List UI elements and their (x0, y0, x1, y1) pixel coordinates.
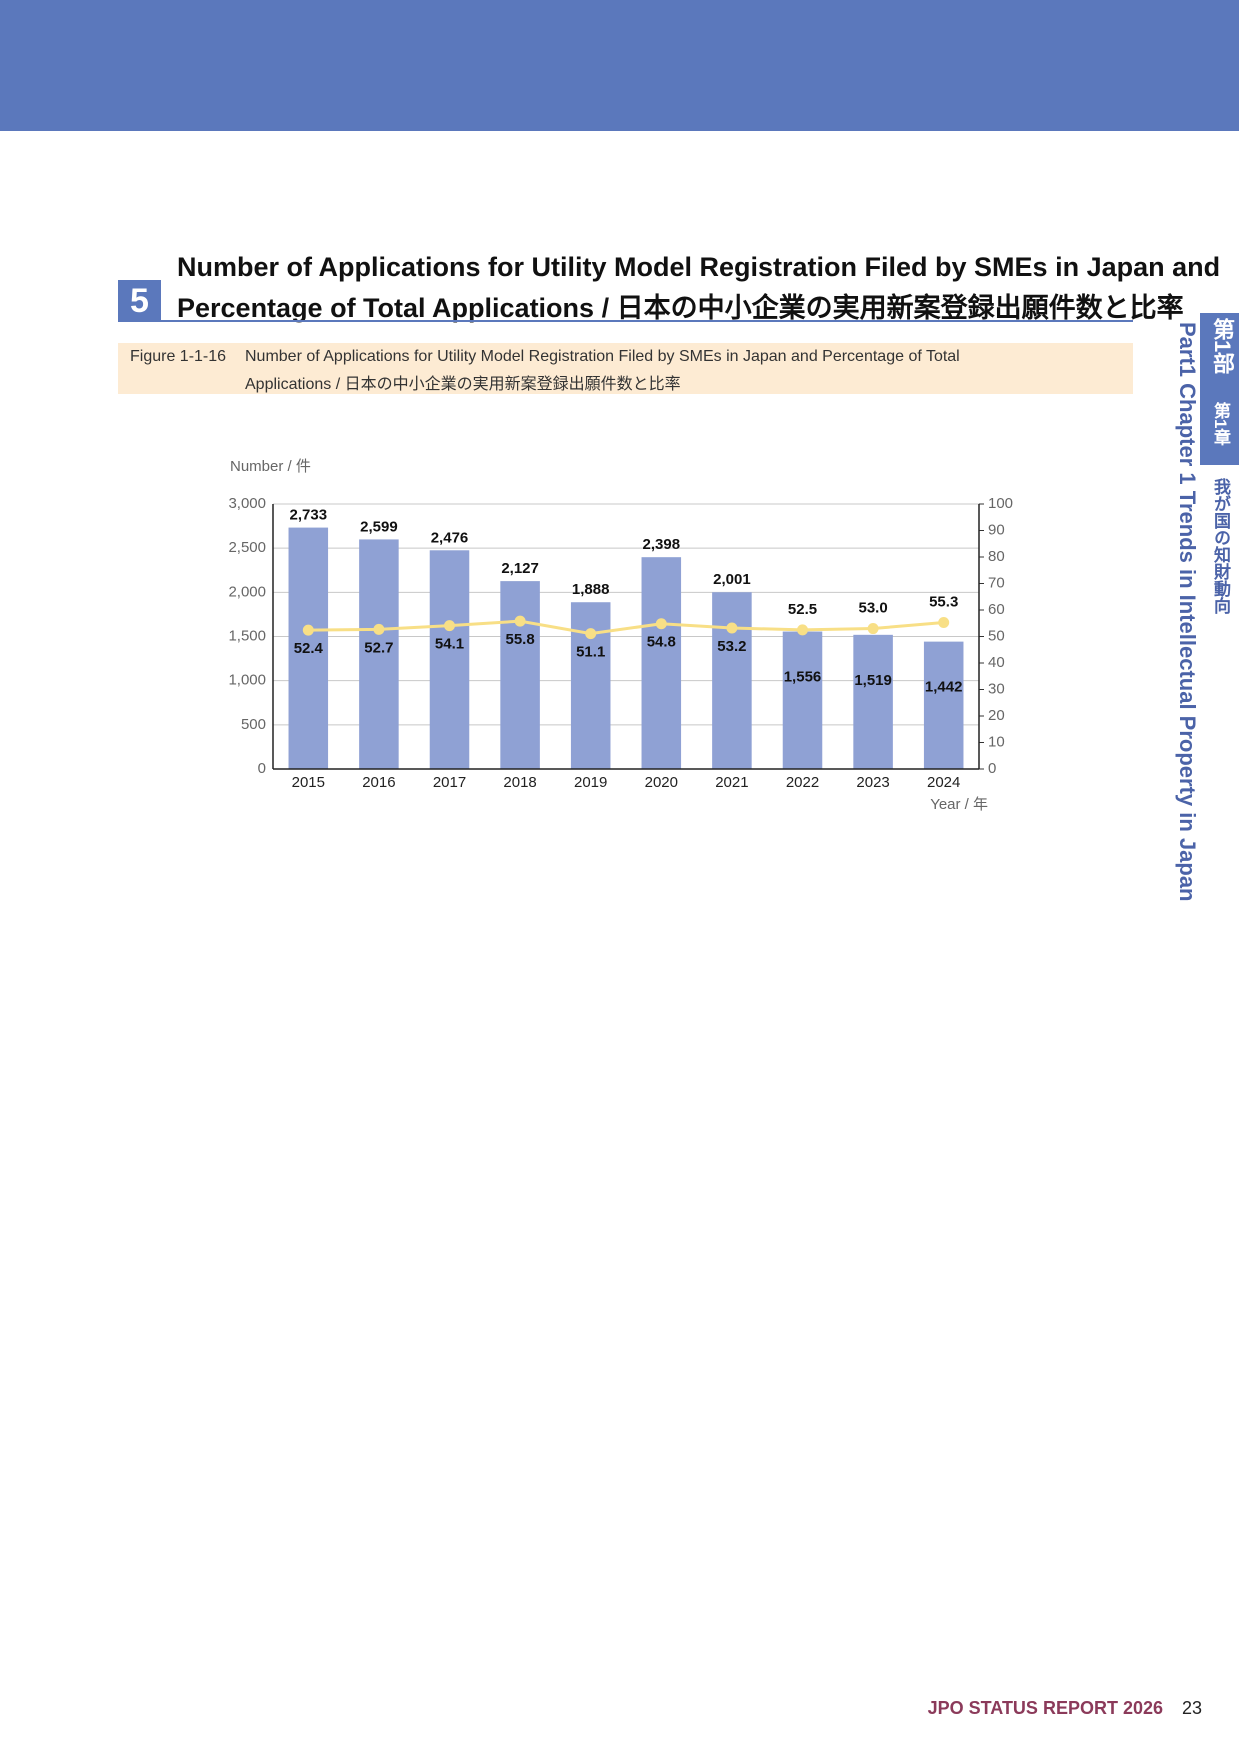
line-point (515, 616, 526, 627)
x-tick-label: 2016 (362, 774, 395, 791)
chart: Number / 件 Year / 年 05001,0001,5002,0002… (0, 0, 1241, 900)
bar-value-label: 2,398 (643, 536, 681, 553)
x-tick-label: 2015 (292, 774, 325, 791)
footer-report: JPO STATUS REPORT 2026 (928, 1698, 1163, 1719)
y2-tick-label: 50 (988, 627, 1005, 644)
line-value-label: 55.8 (505, 631, 534, 648)
y2-tick-label: 20 (988, 707, 1005, 724)
y2-tick-label: 60 (988, 601, 1005, 618)
bar (853, 635, 893, 769)
y-tick-label: 0 (258, 760, 266, 777)
footer-page: 23 (1182, 1698, 1202, 1719)
bar (712, 592, 752, 769)
y-tick-label: 3,000 (228, 495, 266, 512)
y2-tick-label: 40 (988, 654, 1005, 671)
x-axis-title: Year / 年 (930, 796, 988, 813)
y2-tick-label: 100 (988, 495, 1013, 512)
bar-value-label: 1,442 (925, 679, 963, 696)
line-point (726, 623, 737, 634)
y2-tick-label: 30 (988, 680, 1005, 697)
bar-value-label: 2,476 (431, 529, 469, 546)
y2-tick-label: 10 (988, 733, 1005, 750)
y-tick-label: 2,000 (228, 583, 266, 600)
bar-value-label: 2,001 (713, 571, 751, 588)
bar-value-label: 2,127 (501, 560, 539, 577)
line-point (585, 628, 596, 639)
x-tick-label: 2019 (574, 774, 607, 791)
line-point (797, 624, 808, 635)
y-axis-title: Number / 件 (230, 458, 311, 475)
bar (571, 602, 611, 769)
x-tick-label: 2020 (645, 774, 678, 791)
x-tick-label: 2021 (715, 774, 748, 791)
bar (642, 557, 682, 769)
bar (783, 632, 823, 769)
y-tick-label: 2,500 (228, 539, 266, 556)
x-tick-label: 2024 (927, 774, 960, 791)
line-value-label: 52.5 (788, 601, 817, 618)
line-value-label: 53.0 (858, 600, 887, 617)
line-value-label: 54.1 (435, 636, 464, 653)
bar-value-label: 1,519 (854, 672, 892, 689)
bar (500, 581, 540, 769)
x-tick-label: 2018 (503, 774, 536, 791)
y-tick-label: 500 (241, 716, 266, 733)
line-point (868, 623, 879, 634)
bar (430, 550, 470, 769)
line-point (444, 620, 455, 631)
line-value-label: 54.8 (647, 634, 676, 651)
y2-tick-label: 0 (988, 760, 996, 777)
y-tick-label: 1,500 (228, 627, 266, 644)
x-tick-label: 2022 (786, 774, 819, 791)
bar-value-label: 2,599 (360, 518, 398, 535)
y2-tick-label: 90 (988, 521, 1005, 538)
line-value-label: 51.1 (576, 644, 605, 661)
y2-tick-label: 70 (988, 574, 1005, 591)
bar-value-label: 2,733 (290, 507, 328, 524)
line (308, 621, 943, 633)
bar-value-label: 1,888 (572, 581, 610, 598)
y-tick-label: 1,000 (228, 672, 266, 689)
x-tick-label: 2023 (856, 774, 889, 791)
bar-value-label: 1,556 (784, 669, 822, 686)
line-point (373, 624, 384, 635)
line-point (656, 618, 667, 629)
line-value-label: 55.3 (929, 593, 958, 610)
line-value-label: 53.2 (717, 638, 746, 655)
line-value-label: 52.7 (364, 639, 393, 656)
x-tick-label: 2017 (433, 774, 466, 791)
line-point (938, 617, 949, 628)
bar (924, 642, 964, 769)
y2-tick-label: 80 (988, 548, 1005, 565)
line-value-label: 52.4 (294, 640, 324, 657)
line-point (303, 625, 314, 636)
